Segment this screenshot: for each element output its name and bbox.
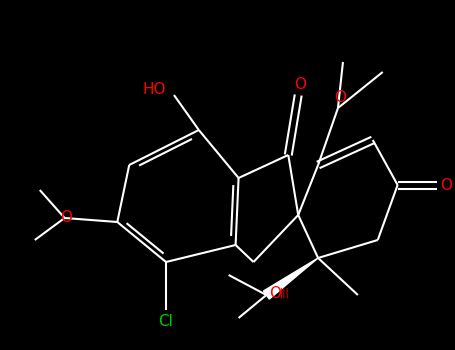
Text: |||: ||| (279, 288, 289, 298)
Text: HO: HO (142, 83, 166, 98)
Text: O: O (61, 210, 73, 225)
Polygon shape (263, 258, 318, 299)
Text: Cl: Cl (159, 314, 173, 329)
Text: O: O (440, 177, 452, 192)
Text: O: O (269, 286, 281, 301)
Text: O: O (334, 90, 346, 105)
Text: O: O (294, 77, 306, 92)
